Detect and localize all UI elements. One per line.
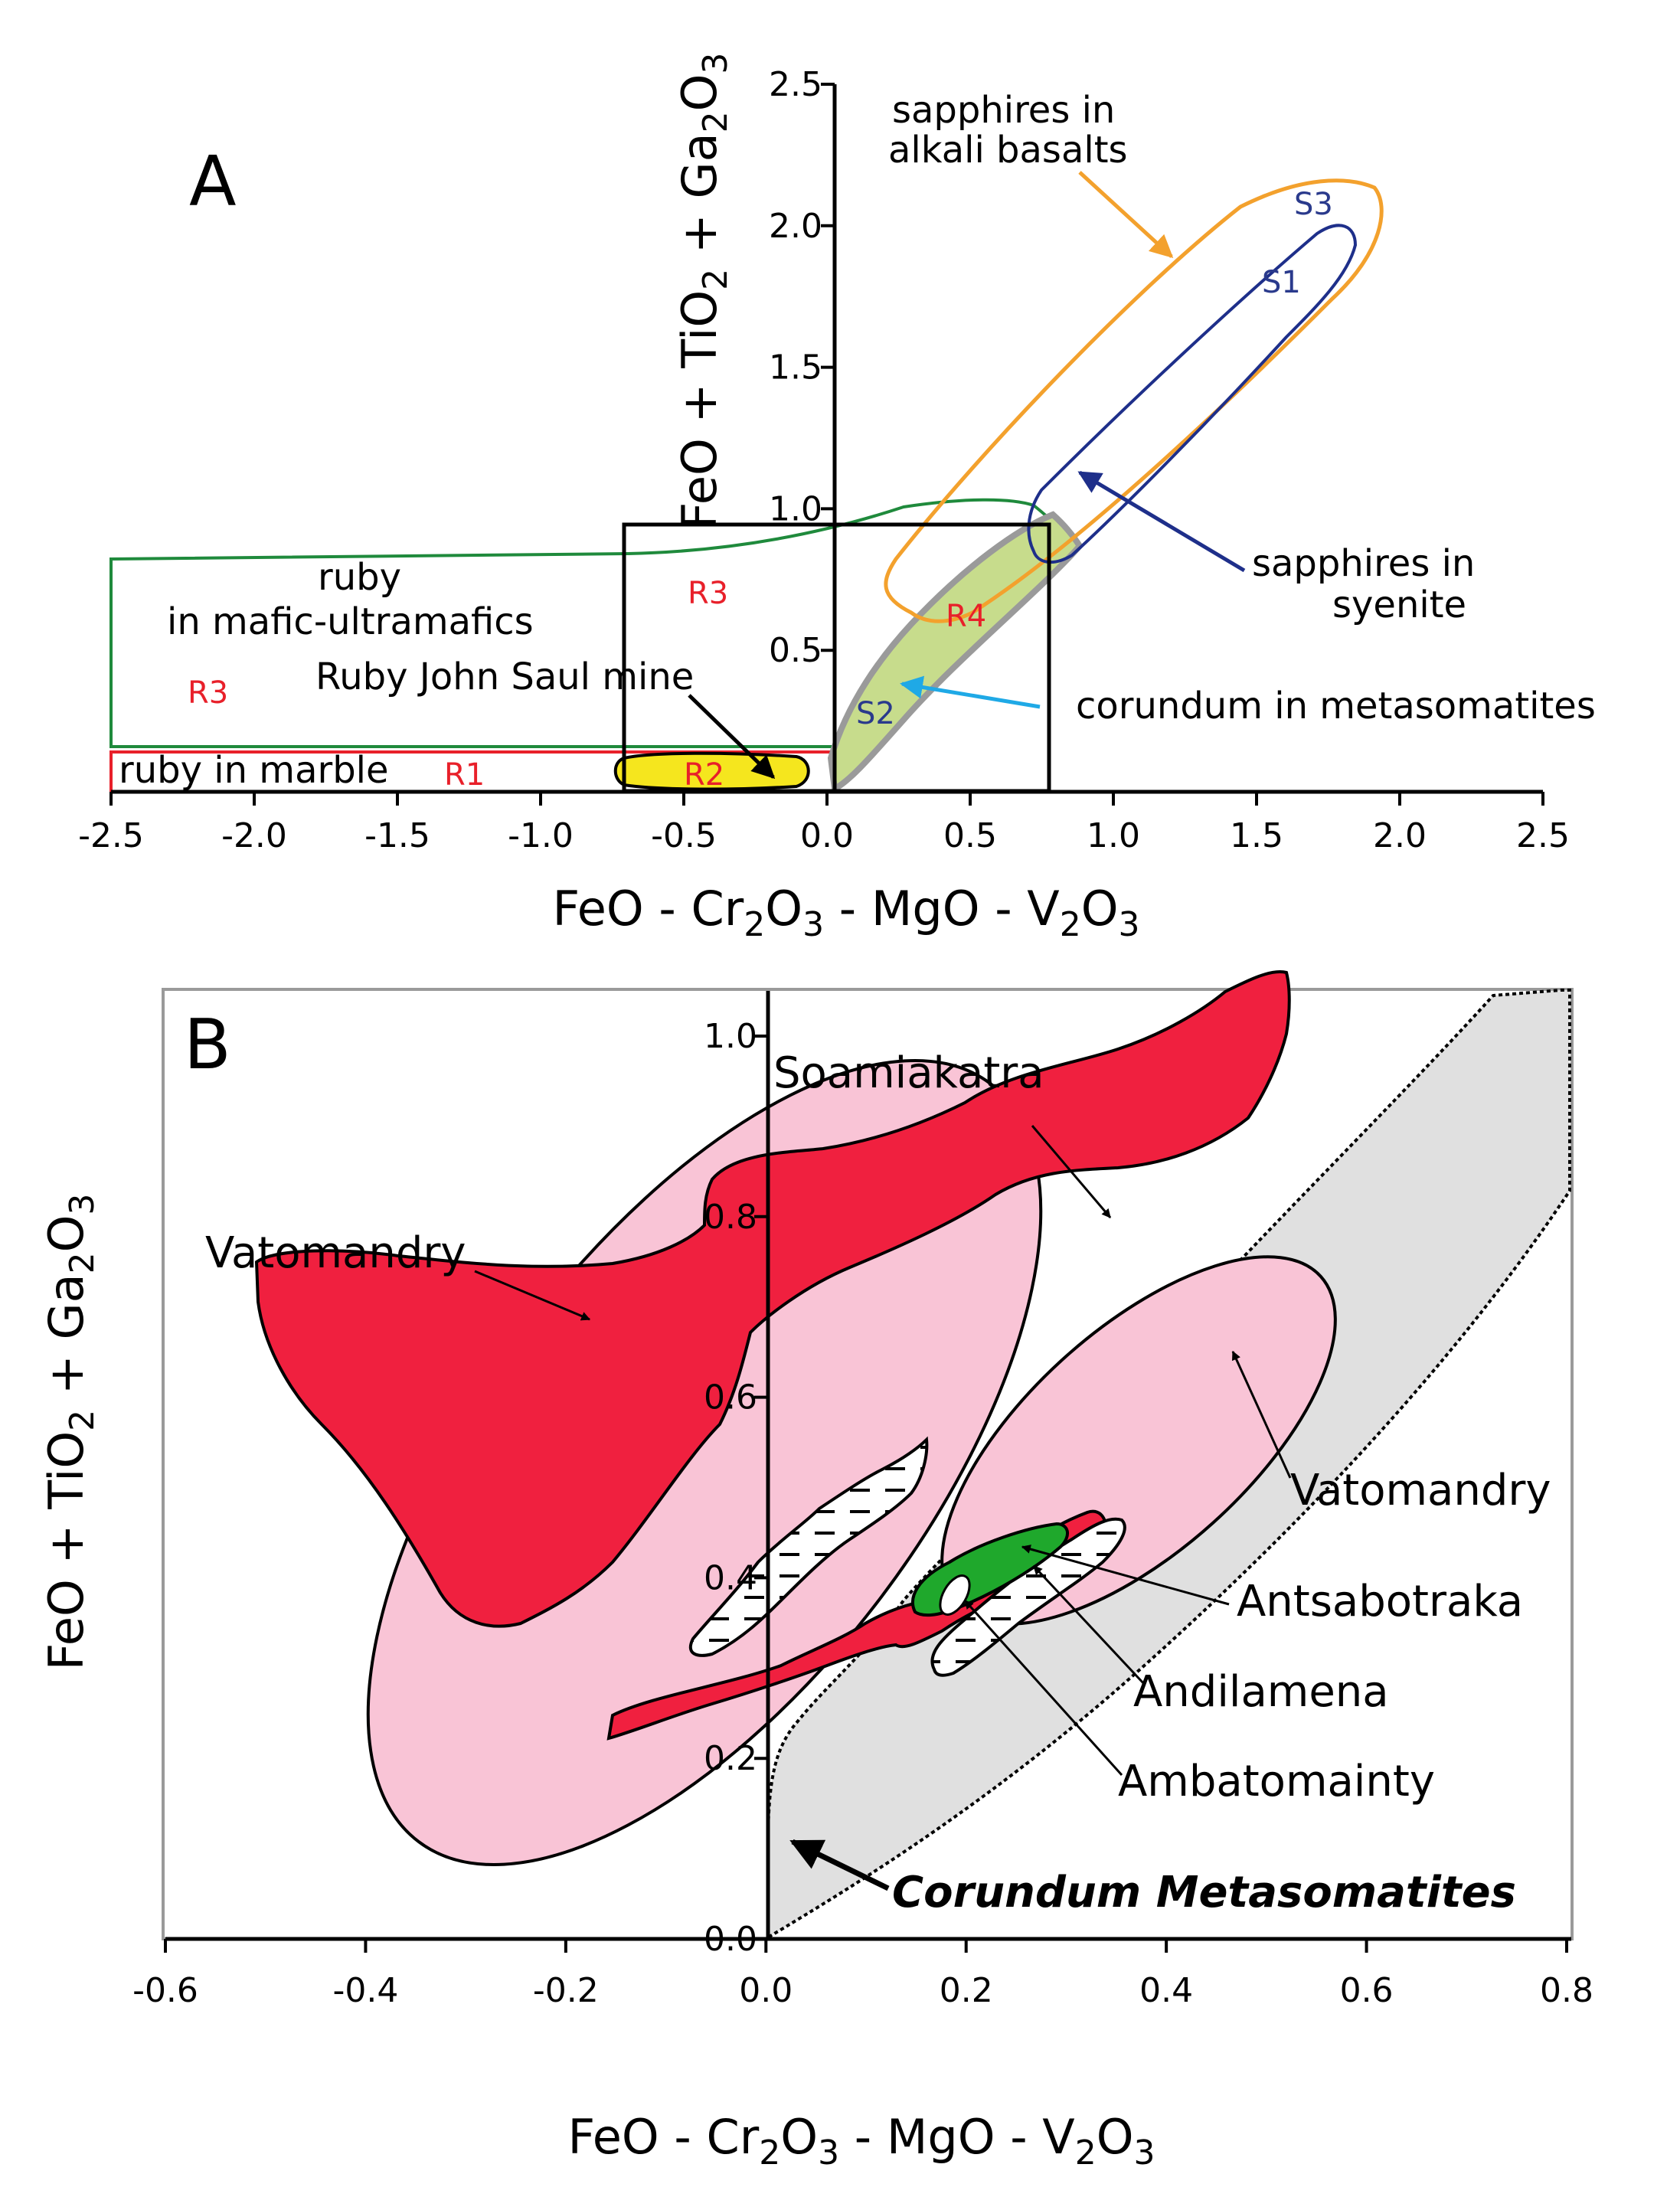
label-ruby-marble: ruby in marble	[119, 749, 389, 792]
arrow-soamiakatra	[1031, 1125, 1112, 1218]
arrow-ambatomainty	[963, 1599, 1123, 1777]
label-ruby-mafic-1: ruby	[318, 556, 401, 599]
label-sapphires-basalts-1: sapphires in	[892, 89, 1115, 132]
panel-a: A -2.5 -2.0 -1.5 -1.0 -0.5 0.0 0.5 1.0 1.5 2.0 2.5…	[78, 53, 1596, 944]
a-xtick-label: 1.0	[1087, 816, 1140, 855]
arrow-andilamena	[1032, 1564, 1146, 1686]
label-sapphires-syenite-2: syenite	[1332, 584, 1466, 626]
a-xtick-label: -1.0	[508, 816, 574, 855]
b-xtick-label: -0.4	[332, 1971, 398, 2010]
a-xtick-label: -1.5	[364, 816, 430, 855]
label-r3-box: R3	[688, 576, 728, 611]
b-xtick-label: 0.0	[739, 1971, 793, 2010]
x-ticks-a: -2.5 -2.0 -1.5 -1.0 -0.5 0.0 0.5 1.0 1.5 2.0 2.5	[78, 792, 1570, 855]
b-ytick-label: 1.0	[704, 1017, 757, 1056]
arrow-syenite	[1077, 470, 1246, 573]
b-xtick-label: -0.2	[533, 1971, 599, 2010]
panel-b-letter: B	[184, 1005, 231, 1085]
label-soamiakatra: Soamiakatra	[773, 1048, 1044, 1098]
field-s1-syenite	[1027, 224, 1358, 564]
label-r4: R4	[946, 599, 986, 634]
label-s2: S2	[856, 696, 895, 731]
label-s3: S3	[1294, 187, 1333, 222]
a-xtick-label: 2.0	[1373, 816, 1427, 855]
a-xtick-label: 1.5	[1230, 816, 1283, 855]
b-xtick-label: 0.8	[1540, 1971, 1593, 2010]
label-r3-left: R3	[188, 675, 228, 711]
panel-b: B -0.6 -0.4 -0.2 0.0 0.2 0.4 0.6 0.8 0.00.20.40…	[38, 970, 1593, 2172]
label-sapphires-syenite-1: sapphires in	[1252, 542, 1475, 585]
arrow-metasomatites	[900, 675, 1041, 709]
a-ytick-label: 1.0	[769, 489, 822, 528]
label-r1: R1	[444, 757, 485, 793]
label-andilamena: Andilamena	[1133, 1667, 1389, 1717]
arrow-vatomandry-left	[474, 1270, 591, 1321]
b-ytick-label: 0.2	[704, 1739, 757, 1778]
b-ytick-label: 0.8	[704, 1198, 757, 1237]
a-xtick-label: 0.0	[800, 816, 854, 855]
a-ytick-label: 0.5	[769, 631, 822, 670]
a-ytick-label: 2.0	[769, 207, 822, 246]
a-ytick-label: 1.5	[769, 348, 822, 387]
label-ruby-john-saul: Ruby John Saul mine	[315, 655, 694, 698]
arrow-john-saul	[688, 694, 776, 780]
a-xtick-label: 0.5	[943, 816, 997, 855]
arrow-alkali-basalts	[1078, 171, 1174, 259]
arrow-antsabotraka	[1021, 1545, 1230, 1606]
a-xtick-label: -0.5	[651, 816, 717, 855]
b-ytick-label: 0.0	[704, 1920, 757, 1959]
field-soamiakatra	[254, 970, 1291, 1628]
label-corundum-metasomatites-b: Corundum Metasomatites	[892, 1868, 1516, 1917]
y-ticks-a: 0.5 1.0 1.5 2.0 2.5	[769, 65, 835, 670]
y-ticks-b: 0.0 0.2 0.4 0.6 0.8 1.0	[704, 1017, 768, 1959]
label-antsabotraka: Antsabotraka	[1237, 1577, 1523, 1626]
field-andilamena-left	[688, 1436, 929, 1657]
y-axis-title-b: FeO + TiO2 + Ga2O3	[38, 1194, 102, 1671]
x-axis-title-a: FeO - Cr2O3 - MgO - V2O3	[552, 881, 1139, 944]
x-axis-title-b: FeO - Cr2O3 - MgO - V2O3	[567, 2109, 1155, 2172]
a-xtick-label: -2.5	[78, 816, 144, 855]
label-ambatomainty: Ambatomainty	[1118, 1757, 1435, 1806]
label-ruby-mafic-2: in mafic-ultramafics	[167, 600, 534, 643]
b-xtick-label: 0.6	[1340, 1971, 1394, 2010]
label-s1: S1	[1262, 265, 1301, 300]
b-xtick-label: 0.2	[940, 1971, 993, 2010]
a-ytick-label: 2.5	[769, 65, 822, 104]
label-vatomandry-right: Vatomandry	[1290, 1466, 1551, 1515]
y-axis-title-a: FeO + TiO2 + Ga2O3	[672, 53, 735, 530]
label-vatomandry-left: Vatomandry	[205, 1228, 466, 1278]
label-r2: R2	[684, 757, 724, 793]
a-xtick-label: 2.5	[1516, 816, 1570, 855]
panel-a-letter: A	[189, 142, 237, 222]
a-xtick-label: -2.0	[221, 816, 287, 855]
b-xtick-label: 0.4	[1139, 1971, 1193, 2010]
b-ytick-label: 0.6	[704, 1378, 757, 1417]
x-ticks-b: -0.6 -0.4 -0.2 0.0 0.2 0.4 0.6 0.8	[132, 1939, 1593, 2010]
arrow-corundum-metasomatites	[789, 1839, 890, 1891]
label-sapphires-basalts-2: alkali basalts	[888, 129, 1128, 172]
b-xtick-label: -0.6	[132, 1971, 198, 2010]
label-corundum-metasomatites: corundum in metasomatites	[1076, 685, 1596, 727]
b-ytick-label: 0.4	[704, 1558, 757, 1597]
arrow-vatomandry-right	[1231, 1350, 1292, 1479]
